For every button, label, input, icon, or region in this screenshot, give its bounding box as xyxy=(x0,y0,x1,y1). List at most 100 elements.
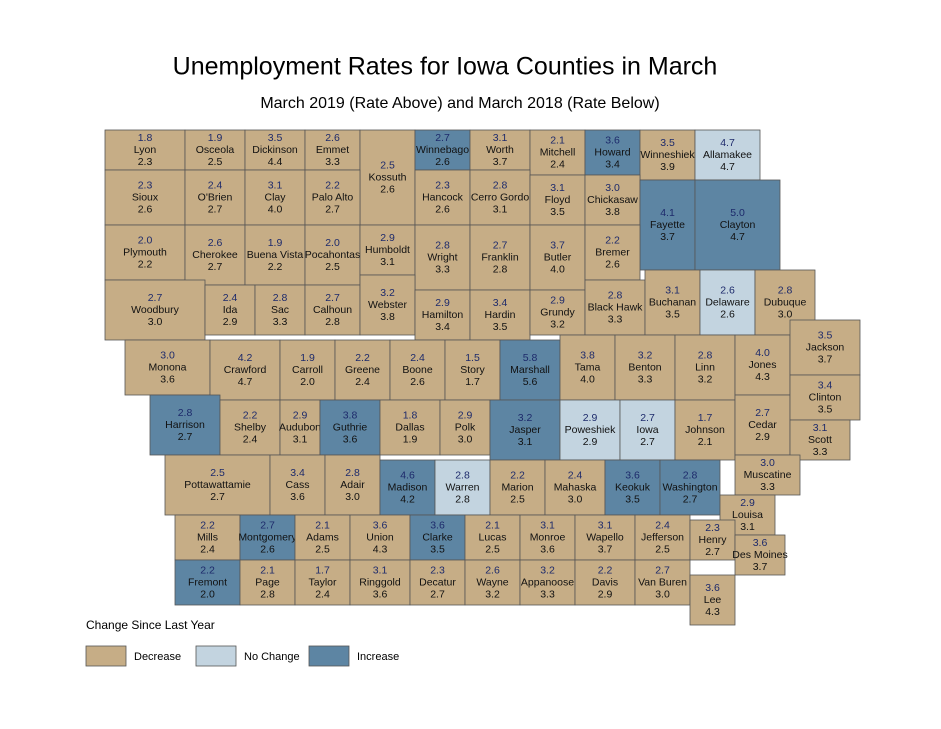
rate-2018: 4.3 xyxy=(705,606,720,618)
county-name: Dubuque xyxy=(764,296,807,308)
rate-2018: 4.0 xyxy=(268,203,283,215)
rate-2018: 4.0 xyxy=(550,263,565,275)
rate-2018: 3.6 xyxy=(373,588,388,600)
legend-title: Change Since Last Year xyxy=(86,618,215,632)
rate-2019: 2.0 xyxy=(138,234,153,246)
rate-2018: 3.5 xyxy=(818,403,833,415)
county-name: Humboldt xyxy=(365,244,410,256)
rate-2019: 2.9 xyxy=(550,294,565,306)
legend-swatch xyxy=(195,645,237,667)
rate-2018: 2.4 xyxy=(243,433,258,445)
rate-2018: 3.7 xyxy=(660,231,675,243)
rate-2018: 2.5 xyxy=(655,543,670,555)
rate-2019: 3.1 xyxy=(268,179,283,191)
county xyxy=(584,224,641,281)
county-name: Plymouth xyxy=(123,246,167,258)
county-name: Adair xyxy=(340,479,365,491)
county-name: Sioux xyxy=(132,191,159,203)
rate-2019: 3.0 xyxy=(605,182,620,194)
county xyxy=(414,224,471,291)
rate-2019: 3.1 xyxy=(540,519,555,531)
county-name: Audubon xyxy=(279,421,321,433)
county-name: Marion xyxy=(501,481,533,493)
rate-2018: 2.2 xyxy=(138,258,153,270)
rate-2019: 4.1 xyxy=(660,207,675,219)
county-name: Hardin xyxy=(485,309,516,321)
county xyxy=(304,224,361,286)
rate-2018: 3.5 xyxy=(493,321,508,333)
rate-2018: 2.0 xyxy=(300,376,315,388)
county xyxy=(334,339,391,401)
county-name: Monroe xyxy=(530,531,566,543)
rate-2018: 3.5 xyxy=(550,206,565,218)
county-name: Winnebago xyxy=(416,144,469,156)
county xyxy=(689,574,736,626)
county-name: Greene xyxy=(345,364,380,376)
county-name: Washington xyxy=(662,481,717,493)
county-name: Page xyxy=(255,576,280,588)
county xyxy=(529,174,586,226)
county xyxy=(349,514,411,561)
rate-2019: 2.4 xyxy=(568,469,583,481)
rate-2019: 3.2 xyxy=(540,564,555,576)
rate-2018: 3.2 xyxy=(550,318,565,330)
county-name: Monona xyxy=(149,361,187,373)
rate-2018: 3.0 xyxy=(458,433,473,445)
rate-2019: 2.2 xyxy=(200,564,215,576)
county-name: Jackson xyxy=(806,341,845,353)
rate-2019: 3.2 xyxy=(518,412,533,424)
county-name: Clinton xyxy=(809,391,842,403)
rate-2018: 3.6 xyxy=(160,373,175,385)
county-name: Palo Alto xyxy=(312,191,354,203)
rate-2018: 3.3 xyxy=(638,373,653,385)
county xyxy=(734,454,801,496)
rate-2018: 3.5 xyxy=(430,543,445,555)
county-name: Kossuth xyxy=(369,171,407,183)
county xyxy=(359,129,416,226)
county xyxy=(184,129,246,171)
rate-2018: 3.1 xyxy=(380,256,395,268)
rate-2019: 3.5 xyxy=(660,137,675,149)
rate-2018: 2.6 xyxy=(410,376,425,388)
county xyxy=(519,514,576,561)
rate-2019: 3.1 xyxy=(813,422,828,434)
rate-2018: 3.0 xyxy=(148,316,163,328)
county-name: Louisa xyxy=(732,509,763,521)
county-name: Clay xyxy=(264,191,286,203)
rate-2018: 4.7 xyxy=(238,376,253,388)
rate-2019: 2.8 xyxy=(273,292,288,304)
county-name: Ringgold xyxy=(359,576,401,588)
county-name: Lucas xyxy=(478,531,506,543)
county xyxy=(409,559,466,606)
rate-2018: 3.3 xyxy=(813,446,828,458)
county-name: Pocahontas xyxy=(305,249,360,261)
rate-2018: 3.7 xyxy=(753,561,768,573)
county xyxy=(464,559,521,606)
county-name: Jones xyxy=(748,359,776,371)
rate-2019: 2.8 xyxy=(345,467,360,479)
county xyxy=(519,559,576,606)
county xyxy=(239,559,296,606)
rate-2018: 2.2 xyxy=(268,261,283,273)
rate-2018: 2.7 xyxy=(325,203,340,215)
rate-2019: 2.8 xyxy=(608,289,623,301)
rate-2019: 2.9 xyxy=(435,297,450,309)
county-name: O'Brien xyxy=(198,191,233,203)
county xyxy=(614,334,676,401)
rate-2019: 3.1 xyxy=(665,284,680,296)
rate-2019: 2.8 xyxy=(455,469,470,481)
county xyxy=(469,224,531,291)
rate-2019: 2.6 xyxy=(720,284,735,296)
rate-2018: 2.5 xyxy=(485,543,500,555)
legend-label: Decrease xyxy=(134,651,181,663)
county xyxy=(219,399,281,456)
rate-2018: 4.2 xyxy=(400,493,415,505)
rate-2019: 3.6 xyxy=(625,469,640,481)
county-name: Pottawattamie xyxy=(184,479,251,491)
legend-swatch xyxy=(85,645,127,667)
rate-2019: 2.7 xyxy=(493,239,508,251)
county-name: Story xyxy=(460,364,485,376)
county xyxy=(149,394,221,456)
rate-2018: 3.6 xyxy=(343,433,358,445)
